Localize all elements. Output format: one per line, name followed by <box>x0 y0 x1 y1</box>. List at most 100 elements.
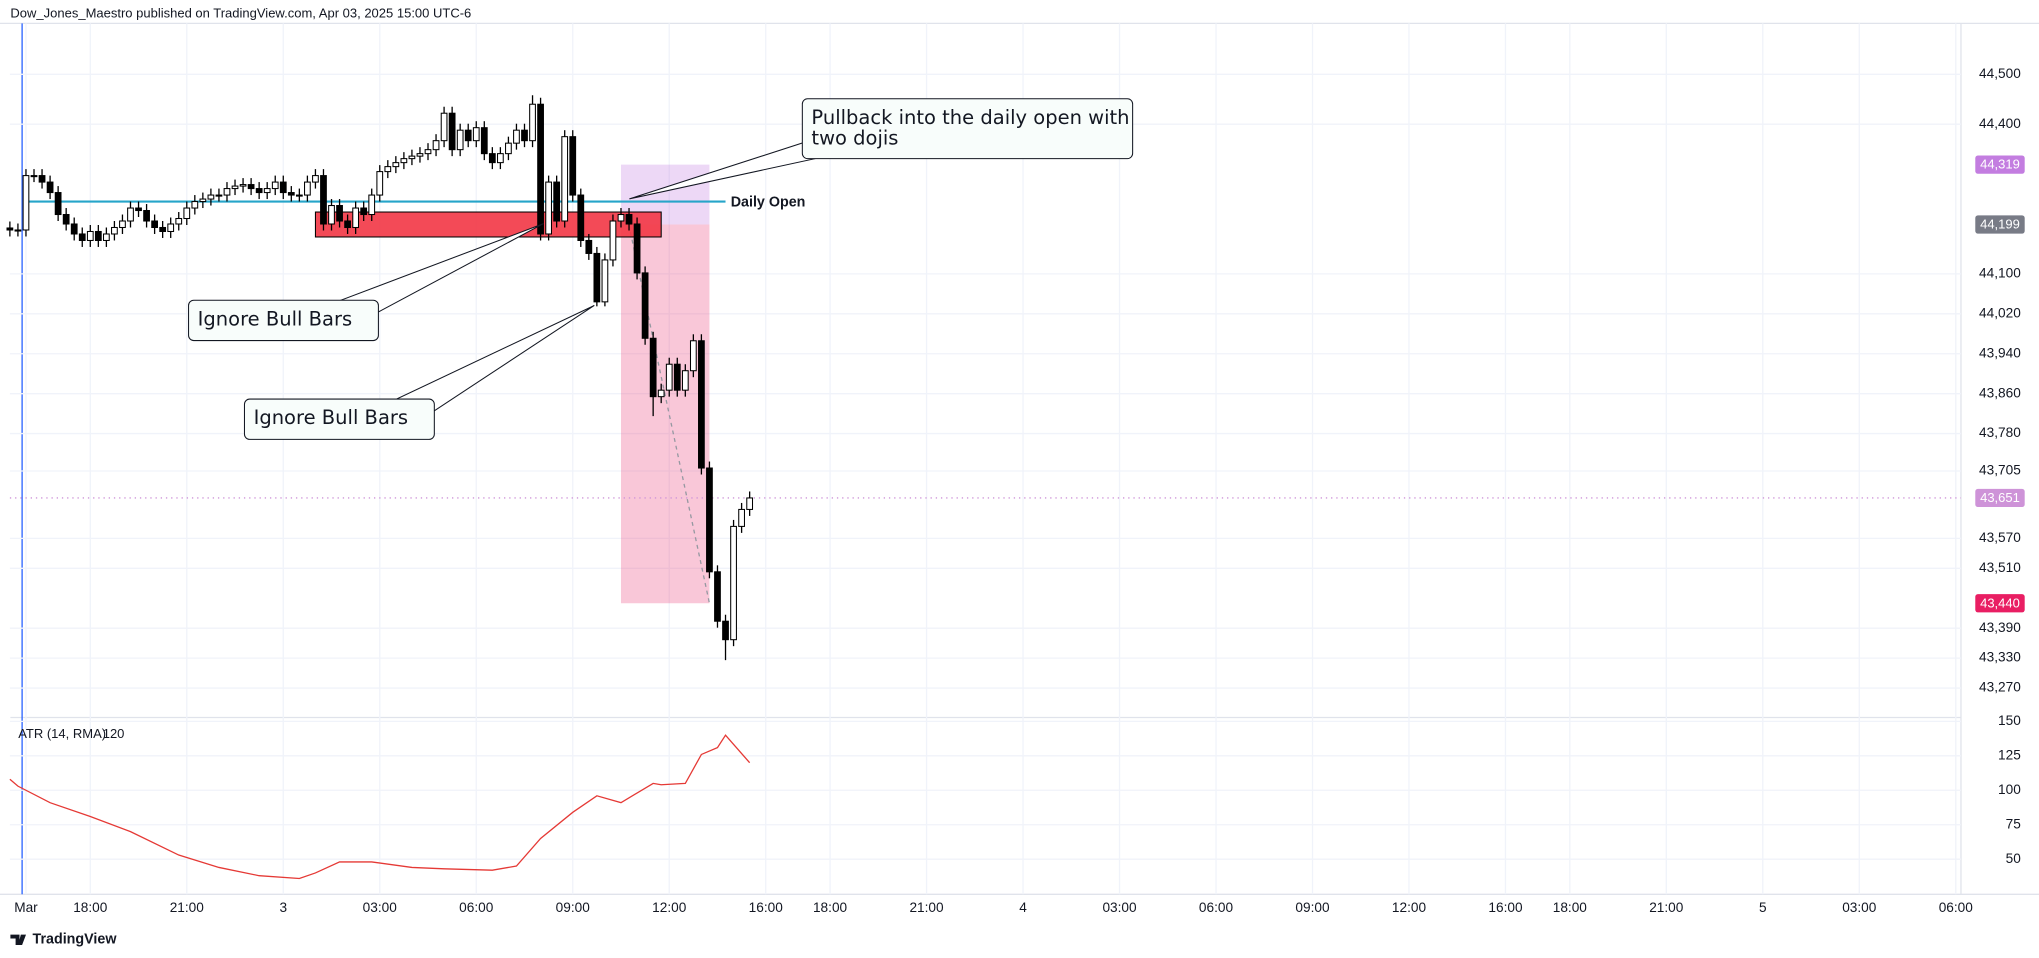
x-tick-label: 06:00 <box>1939 900 1974 915</box>
candle-body <box>424 149 432 155</box>
x-tick-label: 09:00 <box>556 900 591 915</box>
target-zone <box>620 224 710 604</box>
candle-body <box>320 175 327 225</box>
candle-body <box>46 181 54 194</box>
atr-value: 120 <box>103 726 125 741</box>
candle-body <box>295 194 303 197</box>
candle-body <box>70 223 78 235</box>
candle-body <box>6 227 14 231</box>
y-tick-label: 44,400 <box>1979 116 2021 131</box>
y-tick-label: 43,390 <box>1979 620 2021 635</box>
x-tick-label: 06:00 <box>1199 900 1234 915</box>
candle-body <box>505 142 512 155</box>
candle-body <box>312 175 319 183</box>
atr-tick-label: 100 <box>1998 782 2021 797</box>
candle-body <box>488 153 496 164</box>
candle-body <box>22 175 30 231</box>
candle-body <box>609 220 617 261</box>
candle-body <box>143 210 150 222</box>
header: Dow_Jones_Maestro published on TradingVi… <box>10 6 471 21</box>
x-tick-label: 21:00 <box>170 900 205 915</box>
supply-zone <box>314 211 662 238</box>
candle-body <box>223 188 231 196</box>
candle-body <box>255 188 263 194</box>
candle-body <box>464 129 472 142</box>
candle-body <box>714 571 721 622</box>
y-tick-label: 43,270 <box>1979 680 2021 695</box>
callout-text: Ignore Bull Bars <box>254 406 409 429</box>
x-tick-label: 16:00 <box>1488 900 1523 915</box>
x-tick-label: 18:00 <box>1553 900 1588 915</box>
candle-body <box>545 181 553 235</box>
candle-body <box>746 497 754 510</box>
candle-body <box>376 171 384 196</box>
atr-tick-label: 125 <box>1998 747 2021 762</box>
candle-body <box>344 220 351 229</box>
candle-body <box>730 525 737 641</box>
candle-body <box>159 226 167 233</box>
candles <box>6 95 754 661</box>
callout-box <box>801 98 1134 160</box>
candle-body <box>231 185 239 190</box>
candle-body <box>199 198 207 203</box>
callout: Ignore Bull Bars <box>243 304 595 440</box>
x-tick-label: 21:00 <box>909 900 944 915</box>
candle-body <box>440 112 448 142</box>
price-badge-label: 44,199 <box>1980 217 2020 232</box>
candle-body <box>456 129 464 151</box>
x-tick-label: 18:00 <box>813 900 848 915</box>
candle-body <box>416 153 424 157</box>
x-tick-label: 16:00 <box>749 900 784 915</box>
callout: Ignore Bull Bars <box>188 223 544 342</box>
candle-body <box>263 188 271 194</box>
callout-box <box>188 299 379 342</box>
candle-body <box>641 272 649 339</box>
candle-body <box>304 181 311 196</box>
atr-tick-label: 50 <box>2006 851 2022 866</box>
candle-body <box>689 340 697 372</box>
candle-body <box>151 220 158 229</box>
y-tick-label: 43,940 <box>1979 345 2021 360</box>
candle-body <box>706 467 713 573</box>
candle-body <box>111 226 118 235</box>
candle-body <box>569 136 577 196</box>
candle-body <box>496 153 504 164</box>
candle-body <box>175 217 183 225</box>
x-tick-label: 3 <box>279 900 287 915</box>
candle-body <box>657 389 665 398</box>
candle-body <box>62 213 70 225</box>
candle-body <box>328 205 335 225</box>
candle-body <box>617 213 625 222</box>
candle-body <box>191 201 199 209</box>
candle-body <box>102 233 110 241</box>
candle-body <box>287 192 295 196</box>
candle-body <box>14 229 22 232</box>
candle-body <box>537 103 544 235</box>
candle-body <box>432 140 440 151</box>
candle-body <box>336 205 343 222</box>
price-badge-label: 44,319 <box>1980 157 2020 172</box>
candle-body <box>681 370 689 391</box>
candle-body <box>408 155 416 160</box>
y-tick-label: 43,570 <box>1979 530 2021 545</box>
candle-body <box>577 194 585 241</box>
x-tick-label: 09:00 <box>1295 900 1330 915</box>
candle-body <box>38 175 46 183</box>
x-tick-label: 4 <box>1019 900 1027 915</box>
candle-body <box>738 508 745 527</box>
y-tick-label: 43,330 <box>1979 650 2021 665</box>
candle-body <box>665 363 673 391</box>
candle-body <box>384 166 392 173</box>
callout-text: Ignore Bull Bars <box>198 307 353 330</box>
candle-body <box>625 213 633 225</box>
price-badge <box>1975 155 2025 174</box>
x-tick-label: 03:00 <box>1102 900 1137 915</box>
daily-open-label: Daily Open <box>731 195 806 211</box>
candle-body <box>601 259 609 303</box>
y-tick-label: 43,860 <box>1979 385 2021 400</box>
candle-body <box>119 220 126 229</box>
candle-body <box>94 230 102 241</box>
candle-body <box>698 340 705 469</box>
